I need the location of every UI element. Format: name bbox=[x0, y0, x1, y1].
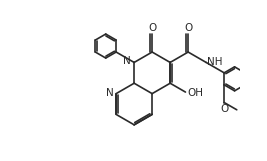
Text: O: O bbox=[184, 23, 192, 33]
Text: O: O bbox=[148, 23, 156, 33]
Text: O: O bbox=[221, 104, 229, 114]
Text: OH: OH bbox=[188, 88, 204, 98]
Text: NH: NH bbox=[207, 57, 222, 67]
Text: N: N bbox=[106, 88, 114, 98]
Text: N: N bbox=[123, 56, 131, 66]
